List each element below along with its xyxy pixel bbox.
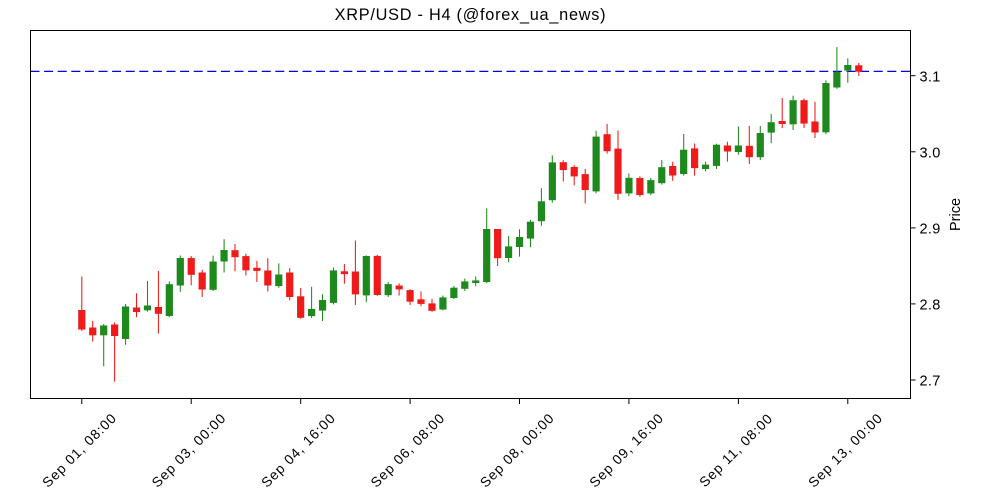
svg-text:Price: Price xyxy=(948,198,964,231)
svg-text:3.0: 3.0 xyxy=(920,145,941,161)
svg-text:2.8: 2.8 xyxy=(920,298,941,314)
svg-text:2.7: 2.7 xyxy=(920,374,941,390)
svg-text:XRP/USD - H4 (@forex_ua_news): XRP/USD - H4 (@forex_ua_news) xyxy=(335,6,607,24)
svg-text:3.1: 3.1 xyxy=(920,69,941,85)
svg-text:2.9: 2.9 xyxy=(920,222,941,238)
